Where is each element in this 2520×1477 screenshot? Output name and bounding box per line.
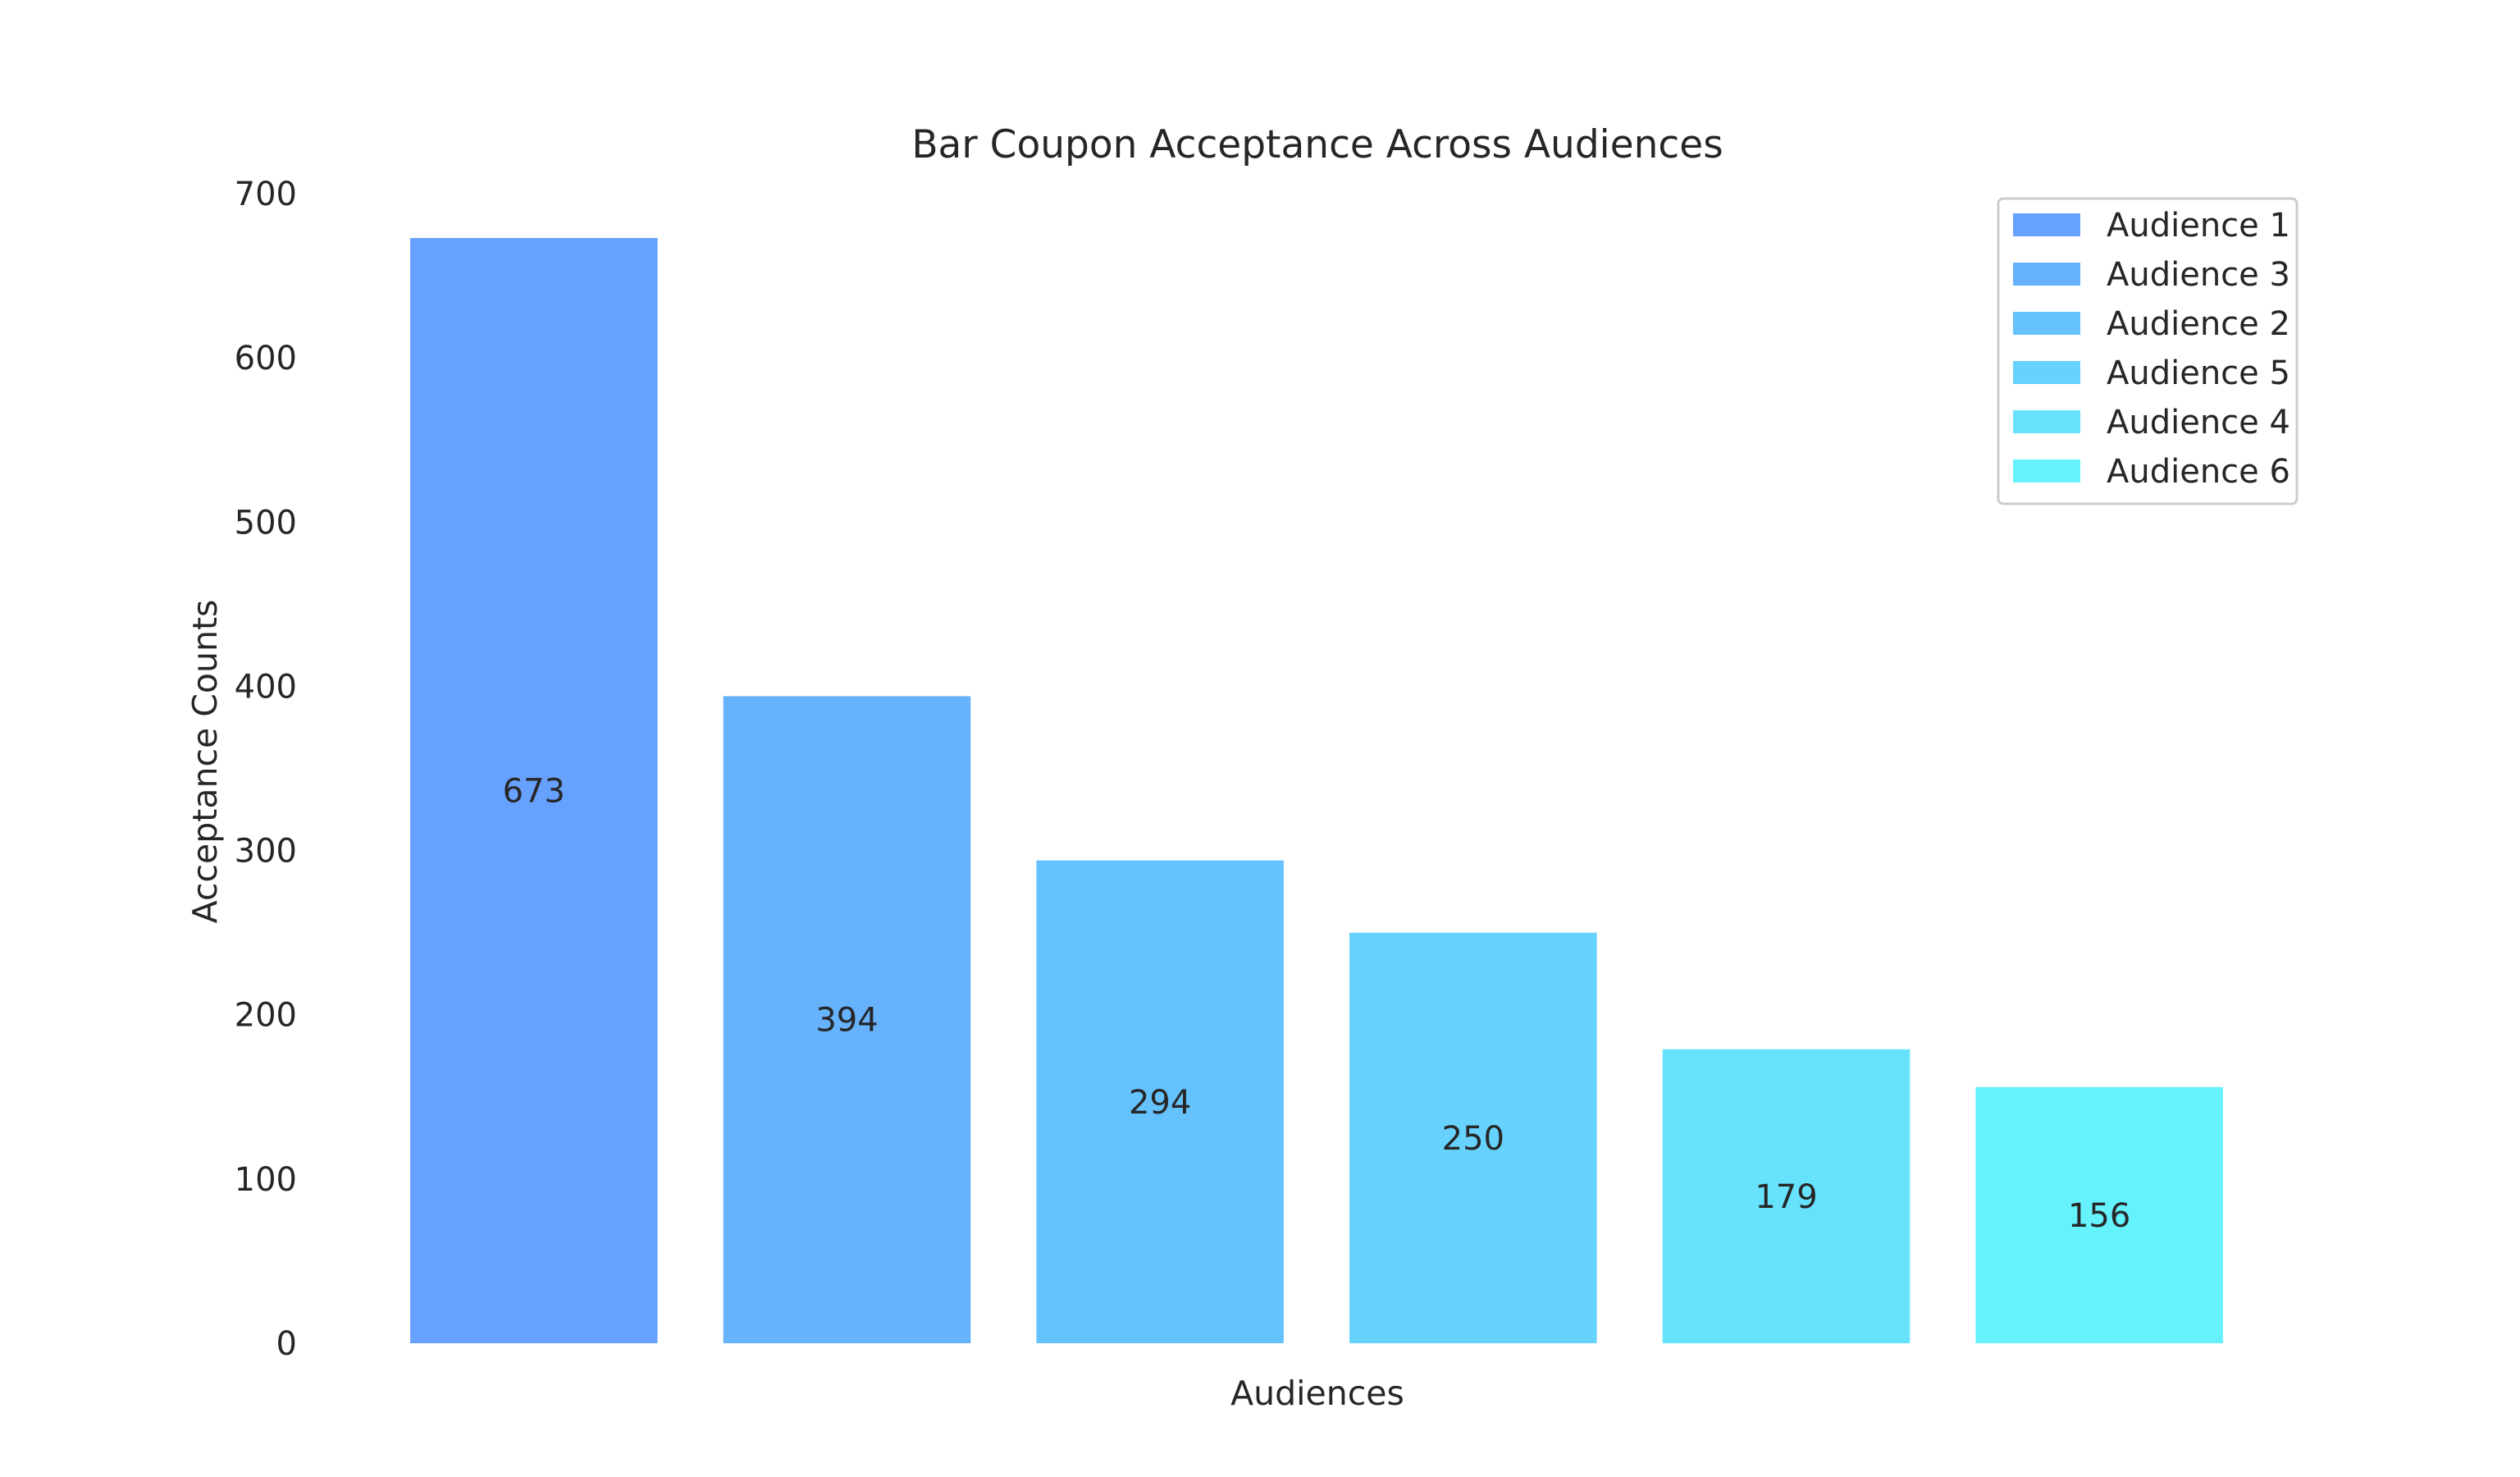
y-tick-label: 200 <box>235 997 297 1035</box>
y-tick-label: 500 <box>235 504 297 542</box>
bar-value-label: 179 <box>1755 1178 1817 1216</box>
legend-label: Audience 5 <box>2107 354 2290 392</box>
legend-swatch <box>2013 263 2080 286</box>
legend-label: Audience 4 <box>2107 404 2290 441</box>
y-tick-label: 100 <box>235 1161 297 1199</box>
y-axis-ticks: 0 100 200 300 400 500 600 700 <box>235 176 297 1363</box>
bar <box>1036 860 1284 1343</box>
legend-swatch <box>2013 213 2080 236</box>
x-axis-label: Audiences <box>1230 1374 1404 1413</box>
bar-value-label: 250 <box>1442 1120 1504 1158</box>
legend-label: Audience 6 <box>2107 453 2290 491</box>
y-tick-label: 600 <box>235 340 297 377</box>
bar <box>1662 1049 1911 1343</box>
bar <box>1349 932 1597 1343</box>
legend-label: Audience 2 <box>2107 305 2290 343</box>
legend-label: Audience 3 <box>2107 256 2290 294</box>
y-tick-label: 700 <box>235 176 297 213</box>
legend-swatch <box>2013 460 2080 482</box>
chart-title: Bar Coupon Acceptance Across Audiences <box>911 122 1723 167</box>
y-tick-label: 300 <box>235 833 297 871</box>
y-axis-label: Acceptance Counts <box>185 600 225 924</box>
bar <box>410 238 658 1343</box>
legend-label: Audience 1 <box>2107 207 2290 245</box>
bar-value-label: 156 <box>2068 1197 2130 1235</box>
y-tick-label: 0 <box>276 1325 297 1363</box>
bar-value-label: 673 <box>503 773 565 811</box>
bar-value-label: 394 <box>815 1002 878 1040</box>
bar <box>723 696 971 1343</box>
legend-swatch <box>2013 410 2080 433</box>
legend-items: Audience 1 Audience 3 Audience 2 Audience 5… <box>2013 207 2290 491</box>
legend-swatch <box>2013 361 2080 384</box>
data-label-group: 673 394 294 250 179 156 <box>503 773 2131 1235</box>
bar-group <box>410 238 2223 1343</box>
legend-swatch <box>2013 312 2080 335</box>
y-tick-label: 400 <box>235 668 297 706</box>
legend: Audience 1 Audience 3 Audience 2 Audience 5… <box>1997 197 2299 505</box>
bar <box>1975 1086 2223 1343</box>
bar-value-label: 294 <box>1129 1084 1191 1122</box>
